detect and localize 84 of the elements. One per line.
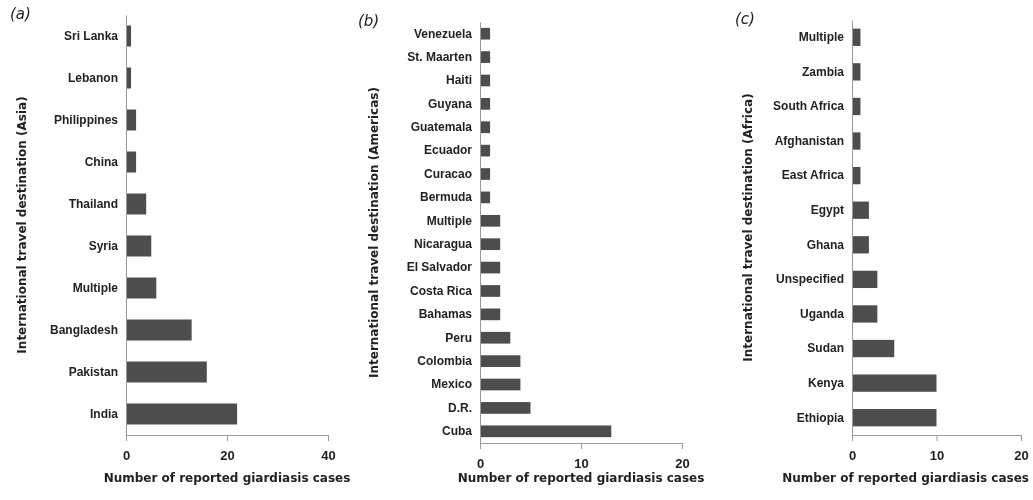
y-tick-label: Mexico (431, 377, 472, 392)
bar (480, 238, 501, 251)
y-tick-label: China (84, 154, 119, 169)
bar (852, 270, 878, 289)
y-tick-label: Lebanon (68, 70, 118, 85)
y-tick-label: Bangladesh (49, 322, 118, 337)
bar (852, 409, 937, 427)
bar (852, 374, 937, 392)
y-tick-label: Ghana (806, 237, 845, 252)
bar (480, 425, 612, 438)
y-tick-label: El Salvador (406, 260, 473, 275)
bar (480, 168, 491, 180)
y-tick-label: Guyana (427, 96, 473, 111)
chart-title: (b) (358, 12, 380, 30)
x-tick-label: 0 (476, 455, 485, 471)
x-tick-label: 20 (1014, 447, 1029, 463)
y-tick-label: Sri Lanka (63, 28, 119, 43)
bar (480, 98, 491, 110)
bar (480, 355, 521, 367)
y-tick-label: Afghanistan (774, 133, 844, 148)
y-axis-title: International travel destination (Africa) (741, 93, 756, 362)
chart-title: (c) (735, 10, 755, 28)
bar (480, 51, 491, 63)
y-tick-label: Costa Rica (409, 283, 473, 298)
y-tick-label: Unspecified (775, 272, 844, 287)
x-tick-label: 40 (321, 447, 336, 463)
bar (126, 361, 207, 383)
y-tick-label: India (89, 406, 119, 421)
x-tick-label: 20 (220, 447, 235, 463)
y-tick-label: Multiple (426, 213, 473, 228)
y-tick-label: Haiti (445, 73, 472, 88)
x-tick-label: 10 (574, 455, 589, 471)
x-tick-label: 20 (675, 455, 690, 471)
bar (126, 277, 157, 299)
y-tick-label: Venezuela (413, 26, 473, 41)
bar (126, 403, 238, 425)
bar (852, 305, 878, 323)
y-tick-label: Guatemala (410, 120, 473, 135)
y-tick-label: Multiple (72, 280, 119, 295)
x-axis-title: Number of reported giardiasis cases (103, 471, 351, 485)
y-tick-label: Cuba (442, 424, 473, 439)
y-tick-label: Syria (88, 238, 119, 253)
bar (126, 193, 147, 215)
bar (480, 285, 501, 297)
x-axis-title: Number of reported giardiasis cases (457, 471, 705, 485)
bar (852, 236, 869, 254)
y-tick-label: Kenya (807, 375, 845, 390)
y-tick-label: Pakistan (68, 364, 118, 379)
y-tick-label: Bahamas (418, 307, 473, 322)
y-tick-label: Egypt (810, 203, 844, 218)
bar (480, 27, 491, 40)
y-axis-title: International travel destination (Americas) (367, 87, 382, 378)
bar (480, 214, 501, 227)
x-tick-label: 0 (122, 447, 131, 463)
y-tick-label: Philippines (53, 112, 119, 127)
x-tick-label: 0 (848, 447, 857, 463)
y-tick-label: Peru (445, 330, 472, 345)
y-tick-label: Multiple (798, 30, 845, 45)
y-tick-label: Curacao (423, 166, 472, 181)
chart-title: (a) (10, 5, 31, 23)
bar (852, 339, 895, 358)
bar (480, 121, 491, 134)
y-tick-label: Thailand (68, 196, 118, 211)
y-tick-label: Nicaragua (413, 237, 473, 252)
x-axis-title: Number of reported giardiasis cases (782, 471, 1029, 485)
y-tick-label: St. Maarten (407, 49, 472, 64)
x-tick-label: 10 (929, 447, 945, 463)
y-tick-label: Uganda (799, 306, 845, 321)
y-tick-label: Colombia (417, 353, 473, 368)
y-tick-label: D.R. (448, 400, 472, 415)
bar (126, 319, 192, 341)
bar (852, 201, 869, 219)
bar (126, 235, 152, 257)
y-tick-label: South Africa (773, 99, 845, 114)
bar (480, 402, 531, 414)
y-axis-title: International travel destination (Asia) (15, 96, 30, 354)
bar (480, 378, 521, 391)
y-tick-label: Sudan (807, 341, 844, 356)
y-tick-label: East Africa (781, 168, 845, 183)
bar (480, 331, 511, 344)
y-tick-label: Zambia (801, 64, 845, 79)
y-tick-label: Ethiopia (796, 410, 845, 425)
y-tick-label: Ecuador (423, 143, 473, 158)
y-tick-label: Bermuda (419, 190, 473, 205)
